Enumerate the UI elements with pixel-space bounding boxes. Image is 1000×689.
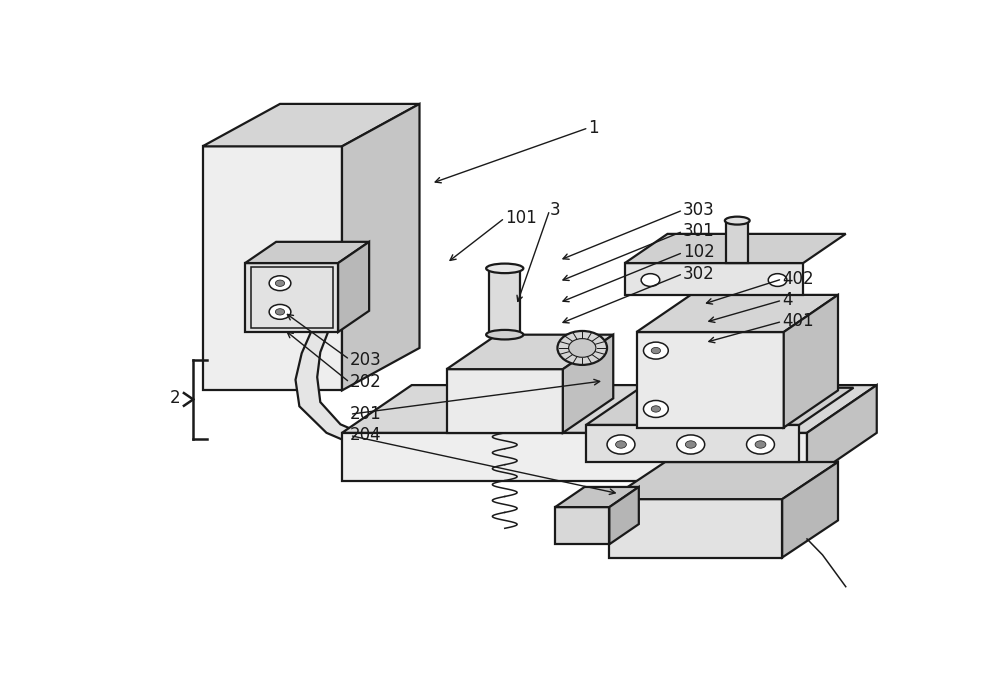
Text: 101: 101 [505,209,536,227]
Circle shape [607,435,635,454]
Text: 2: 2 [170,389,181,407]
Polygon shape [202,104,420,146]
Polygon shape [586,425,799,462]
Text: 302: 302 [683,265,715,282]
Polygon shape [296,332,590,478]
Polygon shape [563,335,613,433]
Polygon shape [782,462,838,557]
Text: 301: 301 [683,223,715,240]
Text: 4: 4 [782,291,793,309]
Circle shape [677,435,705,454]
Circle shape [275,309,285,315]
Polygon shape [625,234,846,263]
Circle shape [569,338,596,358]
Polygon shape [807,385,877,481]
Ellipse shape [486,330,523,340]
Circle shape [651,406,661,412]
Circle shape [643,342,668,359]
Ellipse shape [725,216,750,225]
Polygon shape [726,220,748,263]
Polygon shape [637,332,784,427]
Text: 201: 201 [350,405,382,423]
Circle shape [643,400,668,418]
Text: 402: 402 [782,270,814,288]
Polygon shape [245,242,369,263]
Polygon shape [609,487,639,544]
Text: 203: 203 [350,351,382,369]
Text: 202: 202 [350,373,382,391]
Polygon shape [625,263,803,295]
Polygon shape [342,433,807,481]
Circle shape [768,274,787,287]
Polygon shape [245,263,338,332]
Polygon shape [586,388,854,425]
Text: 3: 3 [550,201,560,219]
Polygon shape [555,487,639,507]
Polygon shape [447,335,613,369]
Circle shape [651,347,661,353]
Circle shape [685,441,696,449]
Circle shape [755,441,766,449]
Polygon shape [555,507,609,544]
Circle shape [275,280,285,287]
Circle shape [641,274,660,287]
Polygon shape [489,268,520,335]
Polygon shape [637,295,838,332]
Polygon shape [342,385,877,433]
Polygon shape [609,462,838,499]
Text: 204: 204 [350,426,381,444]
Polygon shape [338,242,369,332]
Circle shape [616,441,626,449]
Polygon shape [447,369,563,433]
Polygon shape [784,295,838,427]
Circle shape [557,331,607,365]
Polygon shape [202,146,342,391]
Ellipse shape [486,264,523,273]
Polygon shape [609,499,782,557]
Polygon shape [342,104,420,391]
Text: 102: 102 [683,243,715,261]
Text: 1: 1 [588,119,599,137]
Circle shape [269,276,291,291]
Circle shape [269,305,291,319]
Text: 303: 303 [683,201,715,219]
Circle shape [747,435,774,454]
Text: 401: 401 [782,312,814,331]
